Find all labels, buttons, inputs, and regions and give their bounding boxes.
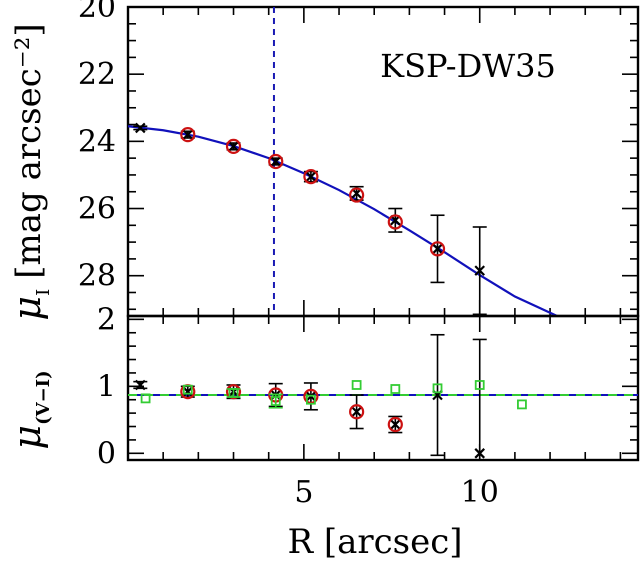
bottom-point-cross	[135, 379, 146, 391]
bottom-point-circle	[349, 404, 365, 420]
bottom-point-square	[305, 394, 316, 405]
bottom-y-axis-title: μ(V−I)	[5, 370, 54, 449]
bottom-x-tick-label: 10	[461, 475, 499, 510]
top-point-cross	[228, 141, 239, 152]
bottom-point-square	[140, 393, 151, 404]
bottom-point-square	[270, 396, 281, 406]
top-y-axis-symbol: μ	[5, 296, 49, 321]
bottom-point-square	[390, 384, 401, 394]
bottom-plot-area	[128, 333, 638, 460]
top-y-tick-label: 26	[78, 192, 116, 227]
bottom-point-square	[228, 388, 239, 398]
top-y-axis-subscript: I	[33, 289, 54, 296]
bottom-point-square	[517, 399, 527, 410]
top-point-cross	[305, 171, 317, 182]
top-point-circle	[268, 153, 284, 170]
bottom-x-tick-label: 5	[294, 475, 313, 510]
top-point-circle	[349, 187, 365, 203]
bottom-y-tick-label: 1	[97, 369, 116, 404]
bottom-point-square	[182, 384, 193, 395]
bottom-y-tick-label: 2	[97, 302, 116, 337]
top-y-tick-label: 22	[78, 57, 116, 92]
top-point-circle	[180, 127, 196, 143]
top-y-axis-units: [mag arcsec⁻²]	[9, 23, 49, 278]
bottom-point-cross	[351, 406, 362, 418]
top-point-circle	[225, 138, 242, 154]
bottom-point-circle	[387, 416, 403, 433]
bottom-frame	[126, 314, 640, 462]
bottom-point-circle	[225, 384, 242, 400]
top-point-cross	[270, 156, 282, 167]
top-y-tick-label: 24	[78, 124, 116, 159]
top-point-cross	[474, 265, 486, 276]
bottom-point-square	[351, 380, 362, 390]
bottom-panel: 0 1 2 5 10	[97, 302, 640, 510]
bottom-point-cross	[182, 386, 194, 397]
top-fit-curve	[128, 125, 558, 316]
x-axis-title: R [arcsec]	[287, 522, 462, 562]
bottom-y-axis-symbol: μ	[5, 425, 49, 450]
top-plot-area	[128, 7, 558, 316]
top-y-tick-label: 28	[78, 259, 116, 294]
bottom-point-cross	[390, 419, 401, 430]
top-point-cross	[182, 129, 194, 140]
top-point-cross	[135, 122, 146, 134]
bottom-point-square	[432, 383, 443, 394]
bottom-y-tick-label: 0	[97, 436, 116, 471]
chart-annotation: KSP-DW35	[380, 47, 556, 85]
bottom-point-cross	[474, 448, 486, 459]
top-point-cross	[432, 243, 443, 255]
top-y-axis-title: μI [mag arcsec⁻²]	[5, 23, 54, 320]
top-point-circle	[303, 169, 319, 185]
top-panel: 20 22 24 26 28	[78, 0, 640, 318]
bottom-point-square	[474, 380, 485, 390]
top-point-circle	[429, 241, 446, 257]
top-y-tick-label: 20	[78, 0, 116, 25]
top-point-circle	[387, 214, 403, 230]
bottom-y-axis-subscript: (V−I)	[33, 370, 54, 425]
